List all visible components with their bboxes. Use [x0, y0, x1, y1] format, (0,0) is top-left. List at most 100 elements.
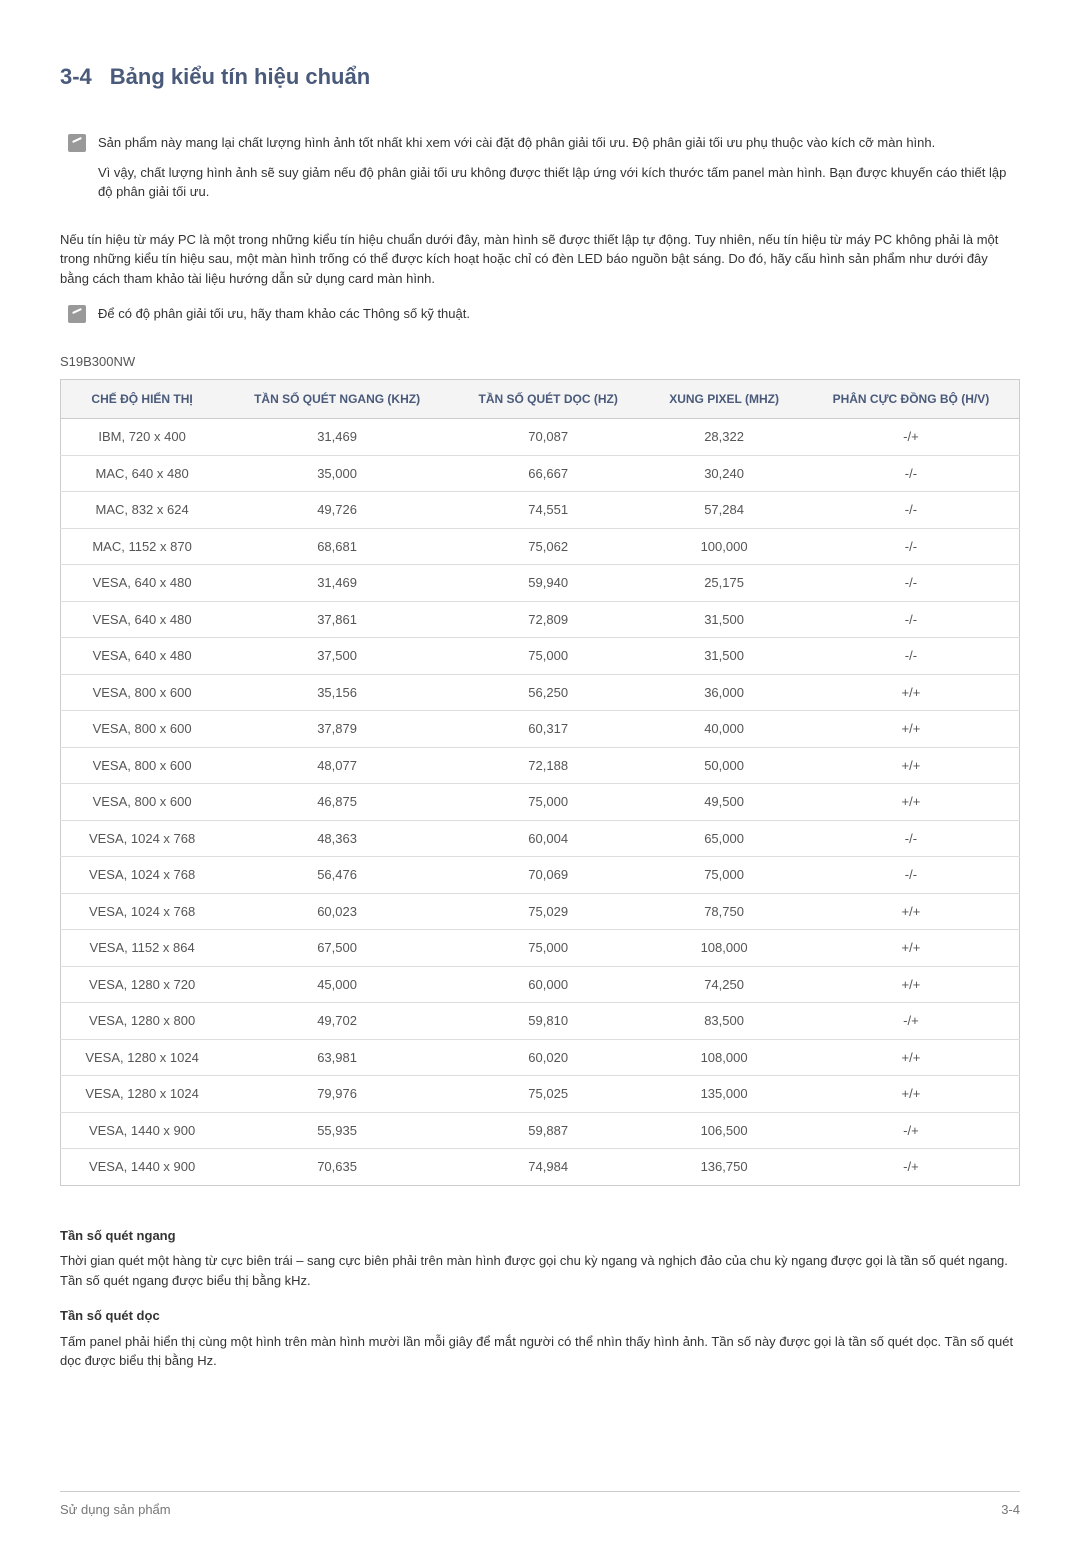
table-cell: 60,023 — [223, 893, 451, 930]
table-cell: 70,087 — [451, 419, 645, 456]
v-freq-text: Tấm panel phải hiển thị cùng một hình tr… — [60, 1332, 1020, 1371]
table-cell: -/+ — [803, 1003, 1020, 1040]
table-cell: 74,551 — [451, 492, 645, 529]
table-row: VESA, 1152 x 86467,50075,000108,000+/+ — [61, 930, 1020, 967]
table-cell: 67,500 — [223, 930, 451, 967]
table-cell: -/- — [803, 565, 1020, 602]
table-cell: VESA, 640 x 480 — [61, 601, 224, 638]
table-cell: -/- — [803, 820, 1020, 857]
table-cell: 30,240 — [645, 455, 802, 492]
table-cell: -/- — [803, 601, 1020, 638]
table-cell: VESA, 800 x 600 — [61, 784, 224, 821]
table-cell: 60,317 — [451, 711, 645, 748]
table-header-row: CHẾ ĐỘ HIỂN THỊ TẦN SỐ QUÉT NGANG (KHZ) … — [61, 380, 1020, 419]
table-cell: VESA, 1024 x 768 — [61, 820, 224, 857]
table-cell: 135,000 — [645, 1076, 802, 1113]
table-row: VESA, 1440 x 90055,93559,887106,500-/+ — [61, 1112, 1020, 1149]
table-cell: -/- — [803, 638, 1020, 675]
table-cell: -/- — [803, 455, 1020, 492]
table-cell: 65,000 — [645, 820, 802, 857]
table-cell: VESA, 1280 x 1024 — [61, 1039, 224, 1076]
table-row: VESA, 1024 x 76856,47670,06975,000-/- — [61, 857, 1020, 894]
table-row: VESA, 1024 x 76860,02375,02978,750+/+ — [61, 893, 1020, 930]
table-cell: 40,000 — [645, 711, 802, 748]
definitions-block: Tần số quét ngang Thời gian quét một hàn… — [60, 1226, 1020, 1371]
table-row: VESA, 800 x 60046,87575,00049,500+/+ — [61, 784, 1020, 821]
table-cell: +/+ — [803, 1076, 1020, 1113]
table-cell: 75,062 — [451, 528, 645, 565]
table-cell: 106,500 — [645, 1112, 802, 1149]
table-cell: 60,020 — [451, 1039, 645, 1076]
table-cell: 48,077 — [223, 747, 451, 784]
th-v-freq: TẦN SỐ QUÉT DỌC (HZ) — [451, 380, 645, 419]
table-cell: 35,156 — [223, 674, 451, 711]
table-row: VESA, 800 x 60035,15656,25036,000+/+ — [61, 674, 1020, 711]
table-cell: 75,000 — [451, 784, 645, 821]
table-cell: 72,809 — [451, 601, 645, 638]
table-cell: 60,004 — [451, 820, 645, 857]
table-cell: VESA, 640 x 480 — [61, 638, 224, 675]
table-row: VESA, 1024 x 76848,36360,00465,000-/- — [61, 820, 1020, 857]
note-1-p1: Sản phẩm này mang lại chất lượng hình ản… — [98, 133, 1020, 153]
table-cell: 37,879 — [223, 711, 451, 748]
table-row: MAC, 1152 x 87068,68175,062100,000-/- — [61, 528, 1020, 565]
note-text-2: Để có độ phân giải tối ưu, hãy tham khảo… — [98, 304, 470, 334]
table-cell: 79,976 — [223, 1076, 451, 1113]
table-row: IBM, 720 x 40031,46970,08728,322-/+ — [61, 419, 1020, 456]
table-cell: 70,635 — [223, 1149, 451, 1186]
model-label: S19B300NW — [60, 352, 1020, 372]
table-cell: VESA, 1280 x 1024 — [61, 1076, 224, 1113]
table-cell: VESA, 1440 x 900 — [61, 1149, 224, 1186]
table-cell: 49,702 — [223, 1003, 451, 1040]
th-display-mode: CHẾ ĐỘ HIỂN THỊ — [61, 380, 224, 419]
table-cell: MAC, 1152 x 870 — [61, 528, 224, 565]
table-cell: 63,981 — [223, 1039, 451, 1076]
table-cell: -/- — [803, 492, 1020, 529]
table-cell: 37,500 — [223, 638, 451, 675]
section-heading: Bảng kiểu tín hiệu chuẩn — [110, 60, 370, 93]
table-cell: 68,681 — [223, 528, 451, 565]
section-number: 3-4 — [60, 60, 92, 93]
table-cell: 31,469 — [223, 565, 451, 602]
table-cell: +/+ — [803, 674, 1020, 711]
table-row: VESA, 640 x 48037,50075,00031,500-/- — [61, 638, 1020, 675]
table-cell: VESA, 1280 x 800 — [61, 1003, 224, 1040]
table-cell: 108,000 — [645, 1039, 802, 1076]
table-cell: 45,000 — [223, 966, 451, 1003]
table-cell: 59,940 — [451, 565, 645, 602]
note-2-text: Để có độ phân giải tối ưu, hãy tham khảo… — [98, 304, 470, 324]
page-footer: Sử dụng sản phẩm 3-4 — [60, 1491, 1020, 1520]
table-cell: -/+ — [803, 419, 1020, 456]
table-cell: 28,322 — [645, 419, 802, 456]
table-cell: 35,000 — [223, 455, 451, 492]
table-cell: 78,750 — [645, 893, 802, 930]
table-row: VESA, 1280 x 102479,97675,025135,000+/+ — [61, 1076, 1020, 1113]
table-cell: 75,000 — [451, 638, 645, 675]
table-cell: VESA, 1152 x 864 — [61, 930, 224, 967]
table-cell: 59,810 — [451, 1003, 645, 1040]
h-freq-text: Thời gian quét một hàng từ cực biên trái… — [60, 1251, 1020, 1290]
table-cell: +/+ — [803, 930, 1020, 967]
table-cell: +/+ — [803, 747, 1020, 784]
table-row: VESA, 1440 x 90070,63574,984136,750-/+ — [61, 1149, 1020, 1186]
table-cell: 75,029 — [451, 893, 645, 930]
table-cell: VESA, 1280 x 720 — [61, 966, 224, 1003]
h-freq-title: Tần số quét ngang — [60, 1226, 1020, 1246]
table-cell: 72,188 — [451, 747, 645, 784]
table-cell: MAC, 832 x 624 — [61, 492, 224, 529]
table-cell: 75,000 — [451, 930, 645, 967]
table-cell: 56,250 — [451, 674, 645, 711]
table-cell: IBM, 720 x 400 — [61, 419, 224, 456]
table-row: VESA, 640 x 48031,46959,94025,175-/- — [61, 565, 1020, 602]
table-cell: +/+ — [803, 784, 1020, 821]
table-cell: 70,069 — [451, 857, 645, 894]
table-row: VESA, 800 x 60037,87960,31740,000+/+ — [61, 711, 1020, 748]
table-cell: -/+ — [803, 1112, 1020, 1149]
table-cell: 37,861 — [223, 601, 451, 638]
footer-right: 3-4 — [1001, 1500, 1020, 1520]
note-icon — [68, 305, 86, 323]
th-h-freq: TẦN SỐ QUÉT NGANG (KHZ) — [223, 380, 451, 419]
note-icon — [68, 134, 86, 152]
table-cell: +/+ — [803, 711, 1020, 748]
table-cell: VESA, 800 x 600 — [61, 711, 224, 748]
